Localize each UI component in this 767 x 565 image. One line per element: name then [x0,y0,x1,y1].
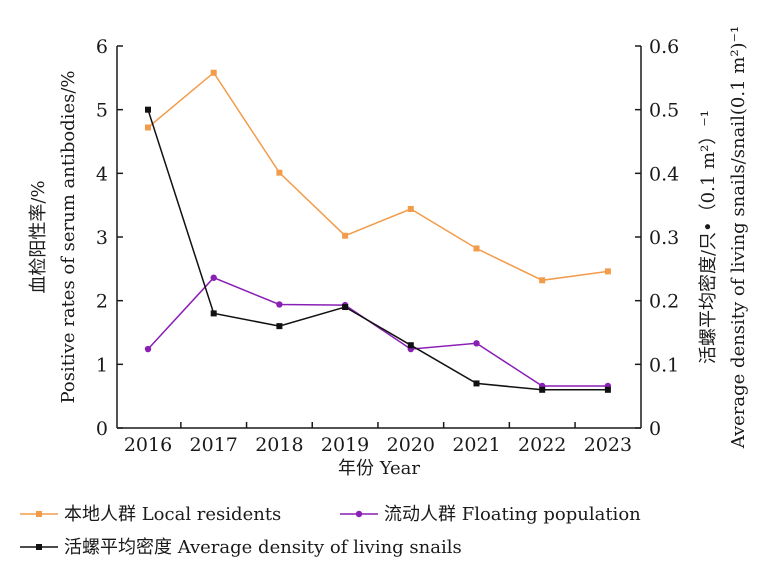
right-y-tick-label: 0.3 [649,227,679,249]
data-point [473,380,480,387]
left-y-axis-title-en: Positive rates of serum antibodies/% [58,70,79,403]
data-point [145,124,151,131]
left-y-axis-title-cn: 血检阳性率/% [28,180,49,293]
legend-label: 本地人群 Local residents [64,504,281,525]
data-point [145,106,151,113]
x-tick-label: 2018 [255,434,303,456]
series-3 [145,106,611,393]
series-line [147,109,608,391]
right-y-tick-label: 0.5 [649,100,679,122]
right-y-tick-label: 0.1 [649,354,679,376]
data-point [407,342,414,349]
legend: 本地人群 Local residents 流动人群 Floating popul… [20,504,641,558]
right-y-tick-label: 0.4 [649,163,679,185]
data-point [276,323,283,330]
data-point [210,310,217,317]
legend-swatch-marker [36,544,42,550]
data-point [210,274,217,281]
x-tick-label: 2022 [518,434,566,456]
right-y-tick-label: 0.2 [649,291,679,313]
data-point [210,69,217,76]
series-layer [144,69,612,393]
data-point [342,304,349,311]
data-point [473,340,480,347]
left-y-tick-label: 6 [96,36,108,58]
data-point [276,301,283,308]
left-y-tick-label: 2 [96,291,108,313]
data-point [604,268,611,275]
right-y-tick-label: 0.6 [649,36,679,58]
axis-ticks: 0 1 2 3 4 5 6 0 0.1 0.2 0.3 0.4 0.5 0.6 2016 2017 2018 20… [96,36,679,456]
legend-label: 活螺平均密度 Average density of living snails [64,537,462,558]
right-y-axis-title-en: Average density of living snails/snail(0… [728,26,749,450]
left-y-tick-label: 3 [96,227,108,249]
series-2 [144,274,612,390]
data-point [539,386,546,393]
legend-item-local-residents: 本地人群 Local residents [20,504,281,525]
legend-item-living-snails: 活螺平均密度 Average density of living snails [20,537,462,558]
series-1 [145,69,611,284]
x-tick-label: 2017 [190,434,238,456]
data-point [407,205,414,212]
series-line [147,276,608,387]
left-y-tick-label: 1 [96,354,108,376]
left-y-tick-label: 0 [96,418,108,440]
x-axis-title: 年份 Year [338,458,420,479]
right-y-axis-title-cn: 活螺平均密度/只•（0.1 m²）⁻¹ [698,110,719,364]
left-y-tick-label: 5 [96,100,108,122]
series-line [147,71,609,282]
legend-label: 流动人群 Floating population [384,504,641,525]
legend-swatch-marker [36,511,42,517]
x-tick-label: 2023 [584,434,632,456]
data-point [276,169,283,176]
data-point [604,386,611,393]
left-y-tick-label: 4 [96,163,108,185]
data-point [473,245,480,252]
right-y-tick-label: 0 [649,418,661,440]
x-tick-label: 2020 [387,434,435,456]
legend-item-floating-population: 流动人群 Floating population [340,504,641,525]
data-point [539,277,546,284]
data-point [342,232,349,239]
x-tick-label: 2016 [124,434,172,456]
x-tick-label: 2019 [321,434,369,456]
x-tick-label: 2021 [452,434,500,456]
legend-swatch-marker [355,510,363,518]
data-point [144,345,152,353]
